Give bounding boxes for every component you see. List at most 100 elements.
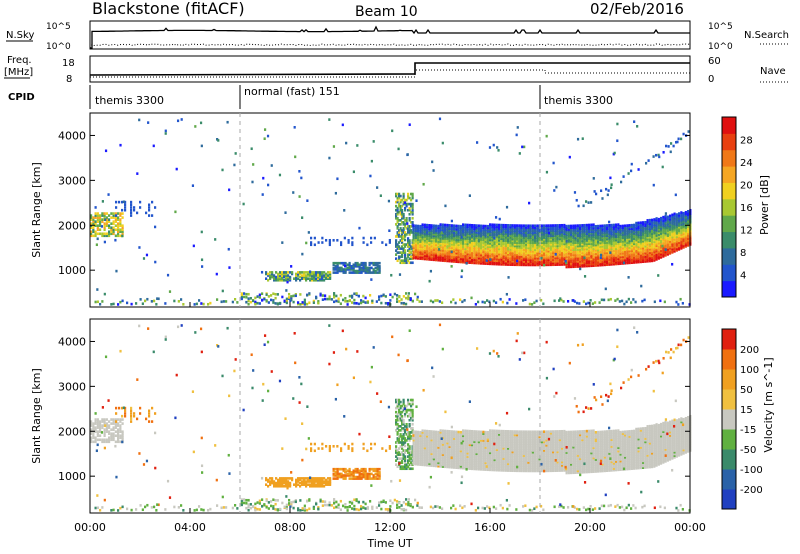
power-cell <box>536 255 539 258</box>
power-cell <box>395 214 398 218</box>
velocity-cell <box>346 509 349 512</box>
power-cell <box>351 241 354 244</box>
power-cell <box>421 257 424 261</box>
power-cell <box>464 238 467 242</box>
power-cell <box>536 256 539 260</box>
power-cell <box>607 189 610 192</box>
power-cell <box>473 248 476 251</box>
power-cell <box>646 260 649 263</box>
velocity-cell <box>336 444 339 448</box>
power-cell <box>453 246 456 250</box>
power-cell <box>399 247 402 250</box>
power-cell <box>531 251 534 255</box>
power-cell <box>558 234 561 237</box>
power-cell <box>484 253 487 257</box>
power-cell <box>475 251 478 255</box>
power-cell <box>269 274 272 277</box>
power-cell <box>657 229 660 233</box>
power-cell <box>669 248 672 252</box>
power-cell <box>353 292 356 296</box>
power-cell <box>680 230 683 233</box>
power-cell <box>518 251 521 255</box>
power-cell <box>473 239 476 243</box>
power-cell <box>642 221 645 224</box>
power-cell <box>270 298 273 302</box>
power-cell <box>520 249 523 253</box>
power-cell <box>633 261 636 264</box>
power-cell <box>673 215 676 219</box>
power-cell <box>281 241 284 244</box>
power-cell <box>590 223 593 227</box>
power-cell <box>647 159 650 162</box>
power-cell <box>446 247 449 251</box>
power-cell <box>608 259 611 263</box>
power-cell <box>500 244 503 247</box>
power-cell <box>648 254 651 258</box>
power-cell <box>364 301 367 304</box>
power-cell <box>655 223 658 227</box>
power-cell <box>240 297 243 301</box>
power-cell <box>306 293 309 297</box>
power-cell <box>543 236 546 239</box>
power-cell <box>554 246 557 249</box>
power-cell <box>404 231 407 234</box>
power-cell <box>567 263 570 267</box>
power-cell <box>599 251 602 255</box>
power-cell <box>376 268 379 271</box>
power-cell <box>565 245 568 248</box>
velocity-cell <box>382 499 385 503</box>
power-cell <box>408 227 411 230</box>
power-cell <box>608 239 611 242</box>
power-cell <box>504 258 507 261</box>
power-cell <box>484 228 487 231</box>
power-cell <box>301 275 304 279</box>
power-cell <box>502 240 505 244</box>
velocity-cell <box>388 444 391 448</box>
power-cell <box>342 268 345 271</box>
power-cell <box>671 235 674 239</box>
power-cell <box>404 225 407 228</box>
power-cell <box>475 248 478 251</box>
power-cell <box>536 244 539 248</box>
power-cell <box>516 236 519 239</box>
power-cell <box>364 266 367 270</box>
power-cell <box>671 244 674 247</box>
power-cell <box>492 299 495 303</box>
power-cell <box>585 252 588 256</box>
power-cell <box>540 258 543 262</box>
power-cell <box>572 239 575 243</box>
power-cell <box>563 258 566 261</box>
power-cell <box>408 253 411 256</box>
velocity-cell <box>387 508 390 511</box>
power-cell <box>651 254 654 258</box>
power-cell <box>399 212 402 216</box>
velocity-cell <box>524 504 527 508</box>
power-cell <box>540 256 543 260</box>
power-cell <box>518 229 521 233</box>
velocity-cell <box>616 503 619 507</box>
power-cell <box>381 241 384 244</box>
power-cell <box>489 252 492 255</box>
velocity-cell <box>121 430 124 433</box>
power-cell <box>567 234 570 238</box>
power-cell <box>252 299 255 303</box>
power-cell <box>372 263 375 267</box>
power-cell <box>484 260 487 264</box>
power-cell <box>313 271 316 274</box>
power-cell <box>110 216 113 219</box>
power-cell <box>466 230 469 234</box>
power-cell <box>507 261 510 265</box>
power-cell <box>455 260 458 263</box>
power-cell <box>432 238 435 241</box>
power-cell <box>664 231 667 235</box>
power-cell <box>344 261 347 265</box>
power-cell <box>525 261 528 265</box>
power-cell <box>682 232 685 236</box>
power-cell <box>396 294 399 297</box>
power-cell <box>513 227 516 231</box>
power-cell <box>678 237 681 241</box>
power-cell <box>468 252 471 256</box>
power-cell <box>538 251 541 255</box>
power-cell <box>489 240 492 243</box>
power-cell <box>500 234 503 237</box>
